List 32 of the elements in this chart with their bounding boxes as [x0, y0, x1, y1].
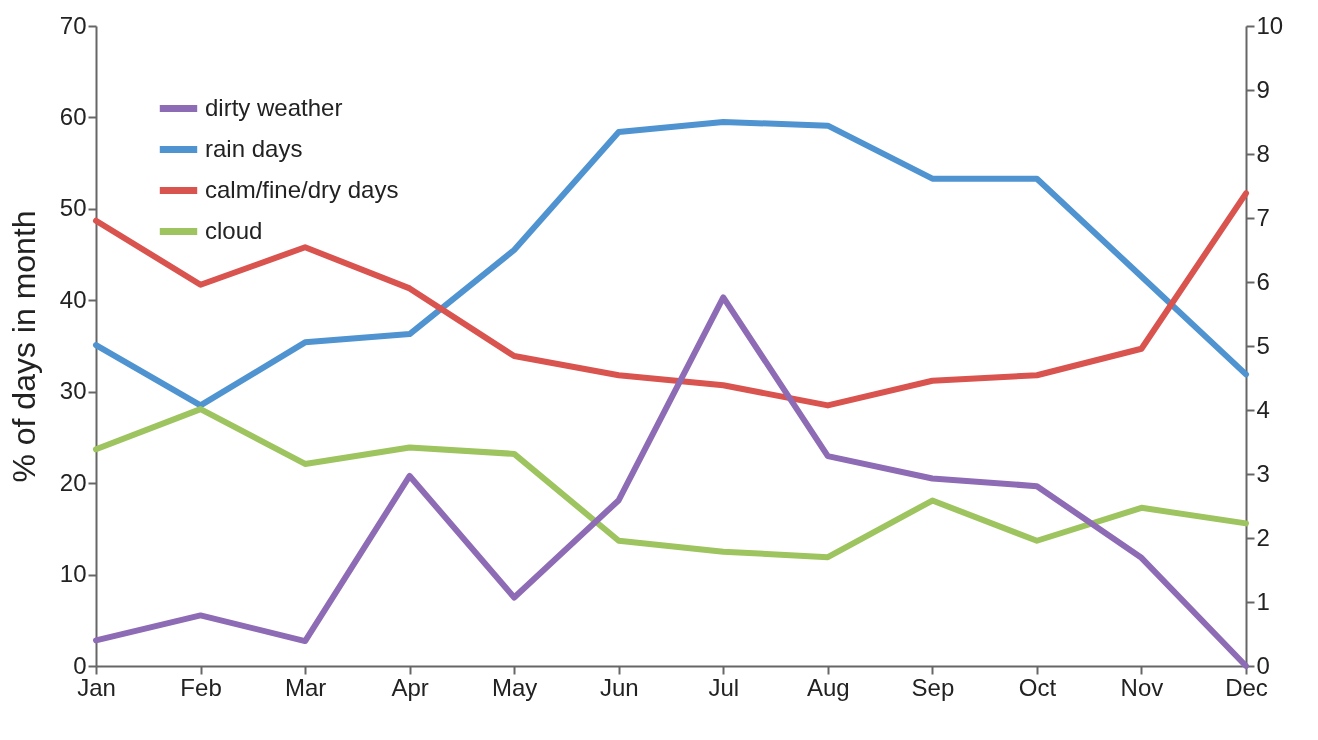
x-tick-label: Apr	[391, 673, 429, 701]
y-tick-label: 10	[59, 560, 87, 588]
x-tick-label: Oct	[1018, 673, 1057, 701]
y-axis-title: % of days in month	[5, 210, 42, 483]
y2-tick-label: 1	[1256, 587, 1270, 615]
x-tick-label: Feb	[180, 673, 222, 701]
x-tick-label: Jul	[708, 673, 740, 701]
y2-tick-label: 5	[1256, 331, 1270, 359]
y-tick-label: 20	[59, 468, 87, 496]
x-tick-label: Aug	[806, 673, 850, 701]
y2-tick-label: 6	[1256, 267, 1270, 295]
legend-label: calm/fine/dry days	[205, 175, 399, 203]
y2-tick-label: 10	[1256, 11, 1284, 39]
y-tick-label: 30	[59, 377, 87, 405]
legend-label: dirty weather	[205, 93, 343, 121]
y2-tick-label: 2	[1256, 523, 1270, 551]
x-tick-label: Sep	[911, 673, 955, 701]
legend-label: rain days	[205, 134, 303, 162]
x-tick-label: Mar	[284, 673, 327, 701]
y2-tick-label: 8	[1256, 139, 1270, 167]
y2-tick-label: 4	[1256, 395, 1270, 423]
y-tick-label: 40	[59, 285, 87, 313]
y2-tick-label: 7	[1256, 203, 1270, 231]
y2-tick-label: 3	[1256, 459, 1270, 487]
y2-tick-label: 9	[1256, 75, 1270, 103]
x-tick-label: Jun	[599, 673, 639, 701]
y-tick-label: 50	[59, 194, 87, 222]
legend-label: cloud	[205, 216, 263, 244]
y-tick-label: 70	[59, 11, 87, 39]
x-tick-label: Nov	[1120, 673, 1164, 701]
x-tick-label: May	[492, 673, 538, 701]
y-tick-label: 60	[59, 102, 87, 130]
